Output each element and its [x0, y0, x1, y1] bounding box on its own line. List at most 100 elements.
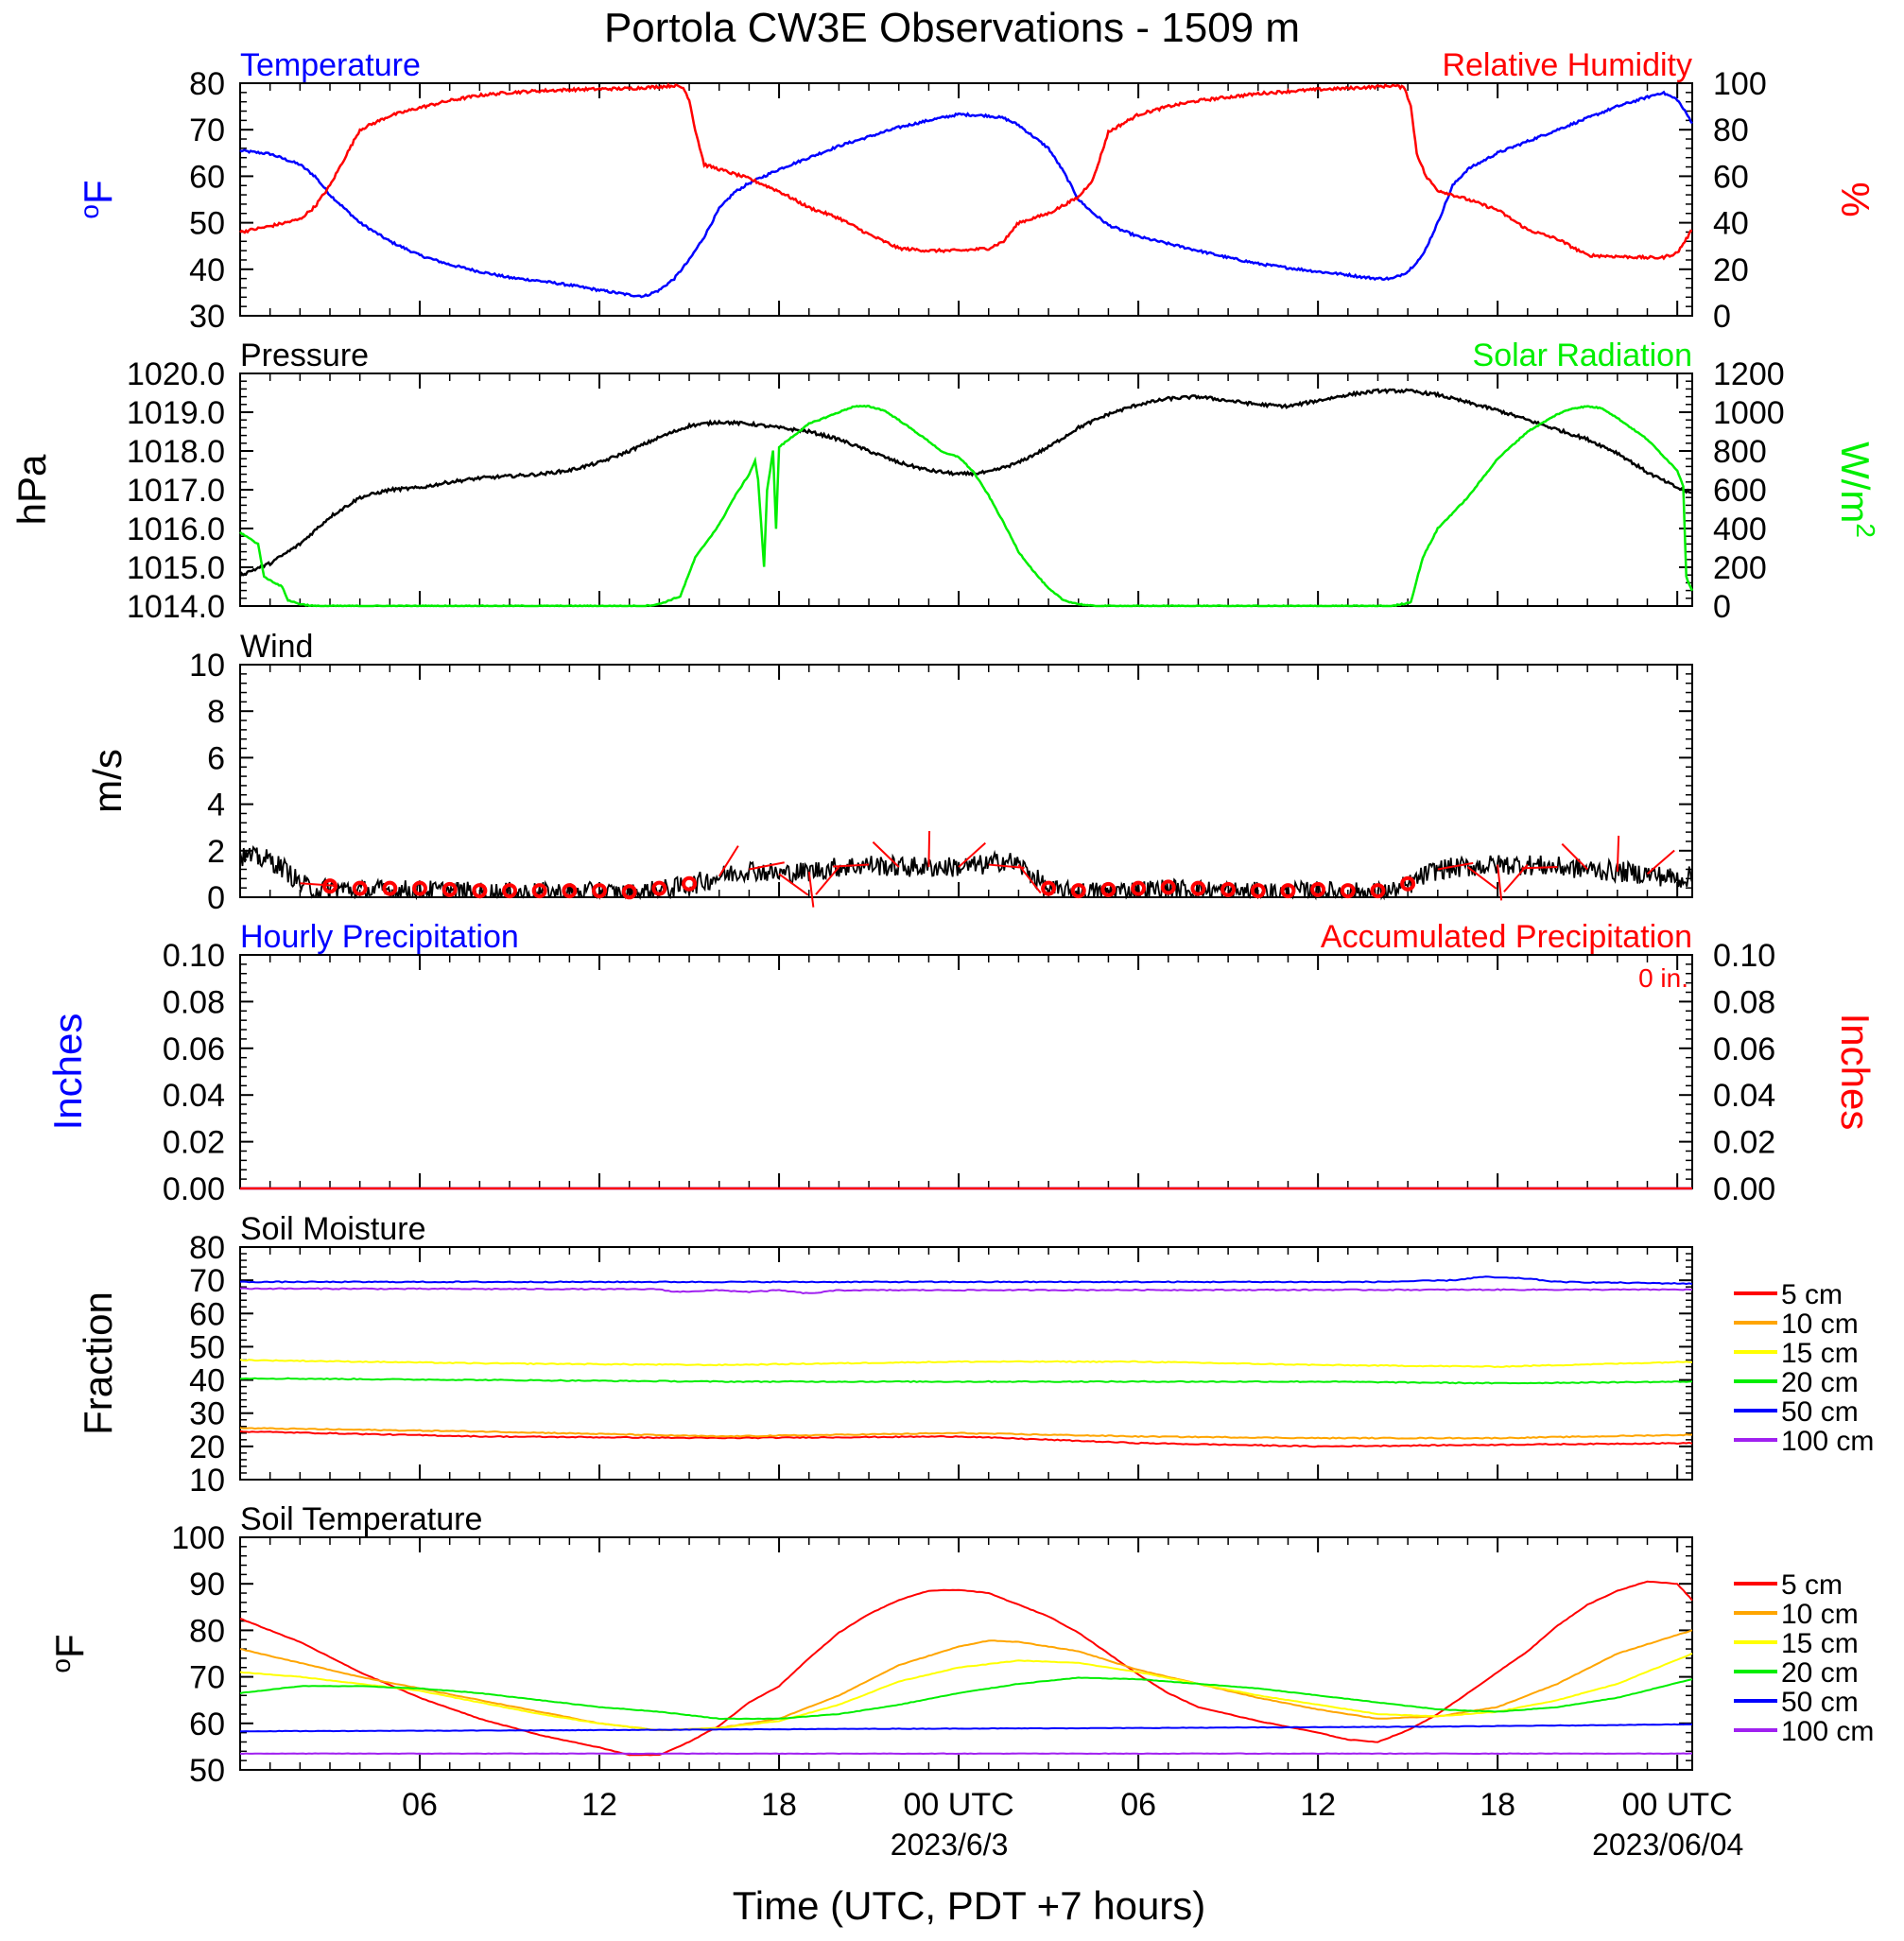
wind-barb: [927, 831, 931, 868]
x-tick-label: 12: [1300, 1787, 1336, 1823]
panel-title: Wind: [240, 629, 313, 665]
wind-barb: [988, 863, 1025, 869]
x-tick-label: 18: [761, 1787, 797, 1823]
panel-title: Soil Moisture: [240, 1211, 426, 1247]
y-tick-label: 6: [207, 740, 225, 776]
x-tick-label: 00 UTC: [904, 1787, 1014, 1823]
y2-tick-label: 0: [1713, 589, 1731, 625]
y2-axis-unit: %: [1833, 182, 1878, 217]
soil-moisture-line: [239, 1275, 1693, 1286]
legend-label: 15 cm: [1781, 1628, 1859, 1659]
y-tick-label: 0.04: [163, 1078, 225, 1114]
x-axis-label: Time (UTC, PDT +7 hours): [733, 1883, 1206, 1928]
wind-calm-circle: [412, 880, 428, 896]
wind-calm-circle: [502, 883, 518, 899]
pressure-line: [238, 388, 1693, 578]
y2-tick-label: 0.04: [1713, 1078, 1775, 1114]
wind-barb: [1646, 849, 1675, 875]
panel-wind: 10 8 6 4 2 0 Wind m/s: [85, 629, 1693, 916]
y2-tick-label: 0.02: [1713, 1125, 1775, 1161]
y-tick-label: 60: [189, 1296, 225, 1332]
y-tick-label: 90: [189, 1567, 225, 1603]
wind-calm-circle: [382, 880, 398, 896]
wind-barb: [1466, 866, 1497, 890]
soil-temperature-line: [239, 1752, 1692, 1756]
wind-calm-circle: [472, 883, 488, 899]
panel-title: Temperature: [240, 47, 421, 83]
wind-barb: [872, 841, 900, 868]
soil-temperature-line: [239, 1676, 1693, 1721]
y-tick-label: 70: [189, 113, 225, 148]
y-axis-unit: Inches: [45, 1014, 90, 1131]
y-tick-label: 1015.0: [127, 550, 225, 586]
y-tick-label: 50: [189, 206, 225, 242]
accumulated-total: 0 in.: [1638, 963, 1688, 993]
wind-calm-circle: [531, 883, 547, 899]
y2-tick-label: 1200: [1713, 356, 1785, 392]
y-tick-label: 0.00: [163, 1171, 225, 1207]
y-tick-label: 1014.0: [127, 589, 225, 625]
y-tick-label: 20: [189, 1430, 225, 1465]
y-axis-unit: oF: [46, 1634, 92, 1672]
wind-calm-circle: [1190, 880, 1206, 896]
y-tick-label: 1016.0: [127, 511, 225, 547]
wind-calm-circle: [1131, 880, 1147, 896]
legend-label: 50 cm: [1781, 1687, 1859, 1718]
y-tick-label: 4: [207, 788, 225, 823]
y2-tick-label: 600: [1713, 473, 1767, 509]
y2-tick-label: 40: [1713, 206, 1749, 242]
panel-temp-rh: 80 70 60 50 40 30 100 80 60 40 20 0 Temperature Relat…: [75, 47, 1878, 335]
y2-tick-label: 400: [1713, 511, 1767, 547]
legend-label: 20 cm: [1781, 1657, 1859, 1689]
wind-calm-circle: [1100, 881, 1116, 897]
y-tick-label: 1020.0: [127, 356, 225, 392]
y-tick-label: 0.02: [163, 1125, 225, 1161]
y-tick-label: 30: [189, 299, 225, 335]
legend-label: 50 cm: [1781, 1396, 1859, 1428]
legend-label: 10 cm: [1781, 1599, 1859, 1630]
legend-label: 100 cm: [1781, 1716, 1874, 1747]
soil-moisture-line: [239, 1430, 1693, 1448]
y2-tick-label: 0.06: [1713, 1031, 1775, 1067]
wind-barb: [958, 841, 986, 868]
legend-label: 15 cm: [1781, 1338, 1859, 1369]
wind-barb: [300, 882, 337, 887]
y2-axis-unit: W/m2: [1833, 442, 1880, 538]
y-tick-label: 1018.0: [127, 434, 225, 470]
x-date-label: 2023/06/04: [1592, 1828, 1743, 1862]
legend-label: 5 cm: [1781, 1569, 1843, 1601]
panel-title: Pressure: [240, 338, 369, 373]
soil-moisture-line: [239, 1287, 1693, 1295]
solar-radiation-line: [239, 404, 1694, 608]
legend-label: 10 cm: [1781, 1308, 1859, 1340]
soil-temperature-line: [239, 1723, 1692, 1733]
y2-tick-label: 0.10: [1713, 938, 1775, 974]
y-tick-label: 1017.0: [127, 473, 225, 509]
wind-calm-circle: [352, 880, 368, 896]
wind-barb: [1017, 863, 1042, 894]
y-tick-label: 2: [207, 834, 225, 870]
panel-title: Soil Temperature: [240, 1501, 482, 1537]
y-tick-label: 100: [171, 1520, 225, 1556]
y-tick-label: 0.08: [163, 984, 225, 1020]
y-tick-label: 50: [189, 1753, 225, 1789]
y-tick-label: 30: [189, 1396, 225, 1432]
y2-tick-label: 200: [1713, 550, 1767, 586]
panel-pressure-solar: 1020.01019.01018.01017.01016.01015.01014…: [9, 338, 1880, 625]
wind-calm-circle: [682, 875, 698, 892]
humidity-line: [239, 82, 1693, 261]
panel-right-title: Solar Radiation: [1473, 338, 1692, 373]
y-tick-label: 40: [189, 1363, 225, 1399]
y2-tick-label: 800: [1713, 434, 1767, 470]
y-tick-label: 80: [189, 66, 225, 102]
y-tick-label: 70: [189, 1660, 225, 1696]
y2-tick-label: 20: [1713, 252, 1749, 288]
wind-calm-circle: [1070, 883, 1086, 899]
wind-barb: [1497, 864, 1503, 901]
y-axis-unit: oF: [75, 180, 120, 218]
wind-calm-circle: [621, 884, 637, 900]
